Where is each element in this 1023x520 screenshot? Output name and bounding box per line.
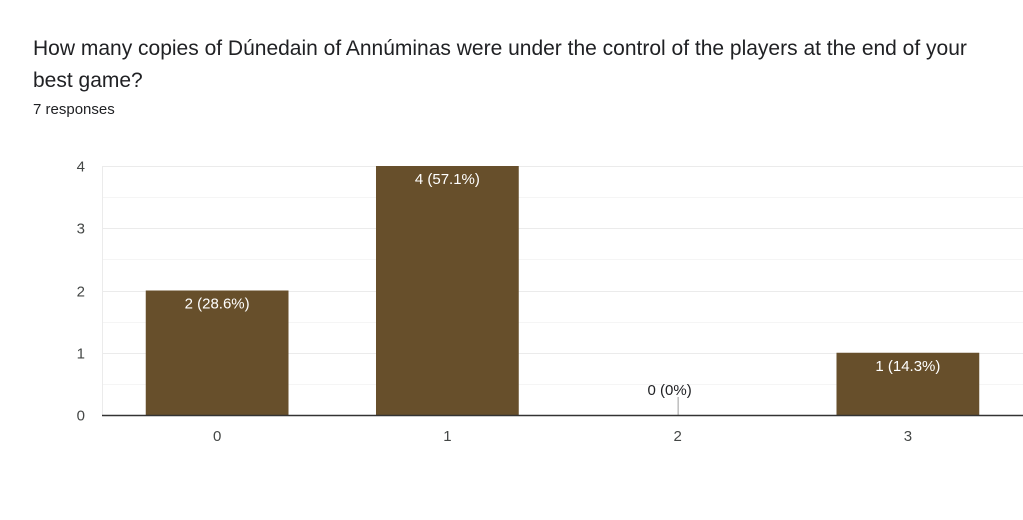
y-tick-label: 0 (77, 408, 85, 425)
bar (145, 290, 289, 415)
data-label: 2 (28.6%) (185, 296, 250, 313)
data-label: 4 (57.1%) (415, 171, 480, 188)
y-tick-label: 1 (77, 346, 85, 363)
response-count: 7 responses (33, 101, 115, 118)
y-tick-label: 3 (77, 221, 85, 238)
question-title: How many copies of Dúnedain of Annúminas… (33, 37, 967, 92)
y-tick-label: 4 (77, 159, 85, 176)
x-tick-label: 1 (443, 428, 451, 445)
x-tick-label: 0 (213, 428, 221, 445)
data-label: 1 (14.3%) (875, 358, 940, 375)
x-tick-label: 3 (904, 428, 912, 445)
data-label: 0 (0%) (648, 382, 692, 399)
bar (836, 352, 980, 415)
y-tick-label: 2 (77, 284, 85, 301)
bar (375, 166, 519, 415)
x-tick-label: 2 (673, 428, 681, 445)
